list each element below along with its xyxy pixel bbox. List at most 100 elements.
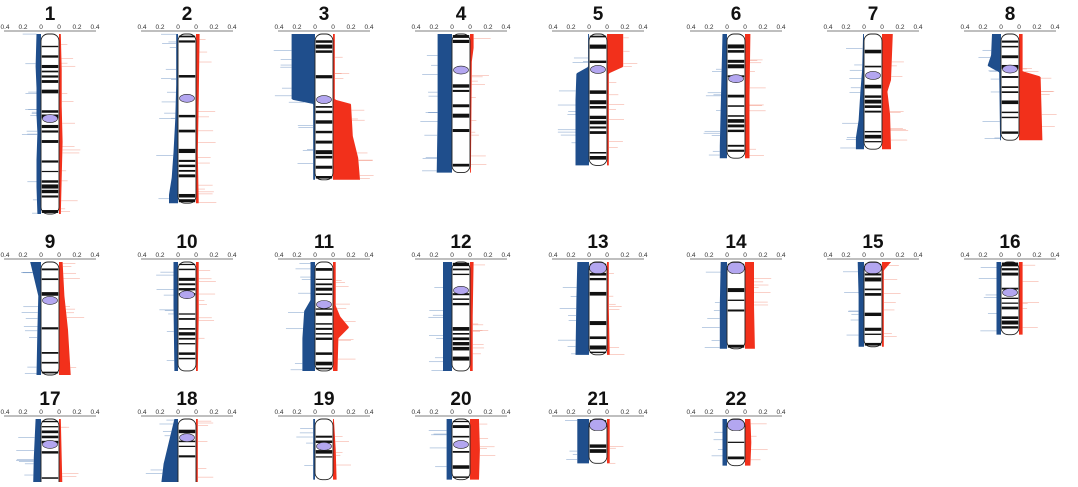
axis-tick-label: 0 xyxy=(605,24,609,31)
loss-profile xyxy=(302,262,315,371)
ideogram-band xyxy=(41,89,59,94)
ideogram-band xyxy=(41,140,59,143)
ideogram-band xyxy=(452,435,470,438)
axis-tick-label: 0.2 xyxy=(704,409,713,416)
ideogram-band xyxy=(1001,306,1019,310)
ideogram-band xyxy=(727,105,745,107)
ideogram-band xyxy=(452,39,470,44)
loss-profile xyxy=(575,262,589,355)
ideogram-band xyxy=(315,440,333,443)
ideogram-band xyxy=(864,65,882,68)
gain-profile xyxy=(59,419,63,487)
axis-tick-label: 0.4 xyxy=(227,409,236,416)
axis-tick-label: 0.2 xyxy=(758,24,767,31)
chromosome-panel-8: 8 0.4 0.2 0 0 0.2 0.4 xyxy=(960,4,1060,141)
centromere xyxy=(1002,288,1018,297)
ideogram-band xyxy=(864,110,882,113)
ideogram-band xyxy=(864,49,882,54)
axis-tick-label: 0.4 xyxy=(823,24,832,31)
ideogram-band xyxy=(452,420,470,423)
ideogram-band xyxy=(452,113,470,118)
axis-tick-label: 0 xyxy=(605,252,609,259)
axis-tick-label: 0.2 xyxy=(209,252,218,259)
ideogram-band xyxy=(41,292,59,296)
axis-tick-label: 0 xyxy=(39,24,43,31)
axis-tick-label: 0.2 xyxy=(155,252,164,259)
ideogram-band xyxy=(864,312,882,317)
chromosome-label: 8 xyxy=(1005,4,1016,25)
axis-tick-label: 0 xyxy=(194,24,198,31)
ideogram-band xyxy=(41,327,59,330)
gain-profile xyxy=(882,262,891,347)
chromosome-panel-18: 18 0.4 0.2 0 0 0.2 0.4 xyxy=(137,389,237,487)
chromosome-panel-17: 17 0.4 0.2 0 0 0.2 0.4 xyxy=(0,389,100,487)
axis-tick-label: 0.4 xyxy=(638,24,647,31)
ideogram-band xyxy=(41,210,59,213)
axis-tick-label: 0.4 xyxy=(686,252,695,259)
ideogram-band xyxy=(41,110,59,113)
chromosome-panel-12: 12 0.4 0.2 0 0 0.2 0.4 xyxy=(411,232,511,372)
ideogram-band xyxy=(41,420,59,423)
axis-tick-label: 0 xyxy=(1017,24,1021,31)
ideogram-band xyxy=(178,40,196,43)
axis-tick-label: 0 xyxy=(605,409,609,416)
axis-tick-label: 0.4 xyxy=(0,24,9,31)
ideogram-band xyxy=(864,134,882,139)
ideogram-band xyxy=(452,425,470,429)
gain-profile xyxy=(745,34,751,159)
axis-tick-label: 0 xyxy=(57,409,61,416)
axis-tick-label: 0.2 xyxy=(978,252,987,259)
ideogram-band xyxy=(864,293,882,296)
axis-tick-label: 0.2 xyxy=(429,24,438,31)
axis-tick-label: 0.4 xyxy=(960,24,969,31)
ideogram-body xyxy=(451,418,471,481)
chromosome-label: 4 xyxy=(456,4,467,25)
axis-tick-label: 0.2 xyxy=(620,252,629,259)
chromosome-panel-20: 20 0.4 0.2 0 0 0.2 0.4 xyxy=(411,389,511,481)
ideogram-band xyxy=(727,64,745,69)
ideogram-band xyxy=(589,35,607,38)
ideogram-band xyxy=(315,130,333,134)
loss-profile xyxy=(719,262,727,349)
ideogram-body xyxy=(40,33,60,215)
chromosome-label: 9 xyxy=(45,232,56,253)
gain-profile xyxy=(196,262,199,371)
axis-tick-label: 0 xyxy=(468,24,472,31)
chromosome-label: 11 xyxy=(314,232,335,253)
ideogram-band xyxy=(315,327,333,330)
ideogram-band xyxy=(41,477,59,479)
ideogram-band xyxy=(178,174,196,178)
ideogram-body xyxy=(863,261,883,348)
axis-tick-label: 0 xyxy=(176,24,180,31)
ideogram-band xyxy=(1001,76,1019,78)
axis-tick-label: 0.2 xyxy=(346,409,355,416)
chromosome-panel-3: 3 0.4 0.2 0 0 0.2 0.4 xyxy=(273,4,374,181)
ideogram-band xyxy=(1001,302,1019,304)
ideogram-band xyxy=(41,64,59,69)
chromosome-panel-10: 10 0.4 0.2 0 0 0.2 0.4 xyxy=(137,232,237,372)
axis-tick-label: 0 xyxy=(587,24,591,31)
ideogram-band xyxy=(589,151,607,154)
ideogram-band xyxy=(864,141,882,143)
ideogram-band xyxy=(864,95,882,98)
ideogram-band xyxy=(315,268,333,271)
ideogram-band xyxy=(41,75,59,78)
gain-profile xyxy=(607,34,624,166)
axis-tick-label: 0 xyxy=(194,409,198,416)
ideogram-band xyxy=(589,126,607,129)
ideogram-band xyxy=(589,100,607,105)
ideogram-band xyxy=(727,144,745,147)
ideogram-body xyxy=(451,33,471,174)
axis-tick-label: 0.2 xyxy=(566,24,575,31)
axis-tick-label: 0 xyxy=(331,409,335,416)
ideogram-band xyxy=(1001,326,1019,329)
ideogram-band xyxy=(452,302,470,306)
ideogram-band xyxy=(315,337,333,340)
axis-tick-label: 0.4 xyxy=(776,252,785,259)
ideogram-band xyxy=(864,277,882,282)
ideogram-body xyxy=(177,33,197,204)
chromosome-panel-9: 9 0.4 0.2 0 0 0.2 0.4 xyxy=(0,232,100,376)
axis-tick-label: 0 xyxy=(862,24,866,31)
ideogram-band xyxy=(452,327,470,331)
ideogram-band xyxy=(1001,55,1019,59)
